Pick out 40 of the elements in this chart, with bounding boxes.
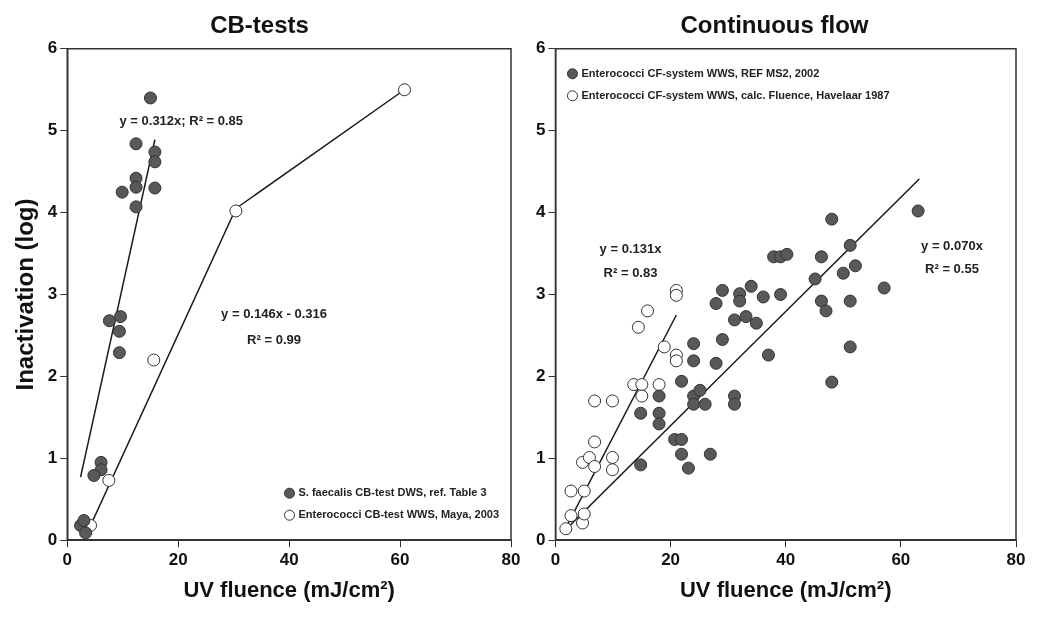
annotation: y = 0.312x; R² = 0.85	[119, 113, 244, 129]
y-tick-label: 3	[47, 284, 58, 304]
legend-label: Enterococci CF-system WWS, calc. Fluence, Havelaar 1987	[581, 88, 890, 101]
y-tick-label: 4	[47, 202, 58, 222]
legend-label: S. faecalis CB-test DWS, ref. Table 3	[298, 486, 487, 499]
annotation: R² = 0.83	[603, 264, 658, 280]
x-axis-title: UV fluence (mJ/cm²)	[679, 576, 892, 602]
x-tick-label: 60	[390, 550, 410, 570]
y-axis-title: Inactivation (log)	[11, 198, 39, 391]
x-tick-label: 40	[279, 550, 299, 570]
legend-label: Enterococci CF-system WWS, REF MS2, 2002	[581, 66, 820, 79]
y-tick-label: 2	[535, 366, 546, 386]
annotation: y = 0.131x	[599, 240, 663, 256]
y-tick-label: 1	[47, 447, 58, 467]
x-tick-label: 0	[550, 550, 561, 570]
y-tick-label: 6	[535, 38, 546, 58]
y-tick-label: 4	[535, 202, 546, 222]
x-tick-label: 60	[891, 550, 911, 570]
annotation: y = 0.146x - 0.316	[221, 305, 327, 321]
annotation: y = 0.070x	[921, 237, 984, 253]
x-tick-label: 20	[661, 550, 681, 570]
chart-title: CB-tests	[210, 11, 309, 39]
annotation: R² = 0.99	[247, 331, 301, 347]
y-tick-label: 1	[535, 447, 546, 467]
y-tick-label: 0	[535, 529, 546, 549]
x-tick-label: 20	[168, 550, 188, 570]
x-tick-label: 80	[501, 550, 521, 570]
y-tick-label: 6	[47, 38, 58, 58]
chart-title: Continuous flow	[680, 11, 869, 39]
y-tick-label: 2	[47, 366, 58, 386]
y-tick-label: 5	[47, 120, 58, 140]
y-tick-label: 3	[535, 284, 546, 304]
x-tick-label: 0	[62, 550, 72, 570]
y-tick-label: 5	[535, 120, 546, 140]
y-tick-label: 0	[47, 529, 58, 549]
legend-label: Enterococci CB-test WWS, Maya, 2003	[298, 508, 500, 521]
x-tick-label: 80	[1006, 550, 1026, 570]
x-axis-title: UV fluence (mJ/cm²)	[183, 576, 395, 602]
x-tick-label: 40	[776, 550, 796, 570]
annotation: R² = 0.55	[925, 260, 979, 276]
